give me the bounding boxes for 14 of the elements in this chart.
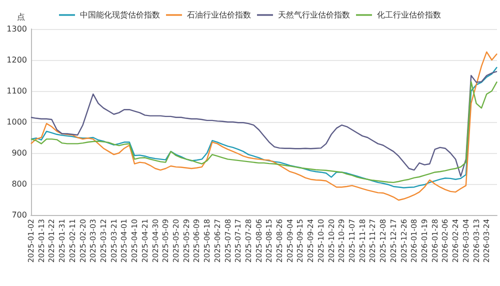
y-tick-label: 1300 xyxy=(6,24,27,34)
y-tick-label: 1100 xyxy=(6,86,27,96)
line-series xyxy=(30,81,498,184)
legend-label: 石油行业估价指数 xyxy=(187,10,251,20)
y-tick-label: 1000 xyxy=(6,118,27,126)
legend-label: 中国能化现货估价指数 xyxy=(80,10,160,20)
y-tick-label: 800 xyxy=(12,180,27,188)
line-series xyxy=(30,51,498,201)
y-tick-label: 700 xyxy=(12,210,27,220)
y-tick-label: 1200 xyxy=(6,56,27,64)
y-tick-label: 900 xyxy=(12,148,27,158)
legend-label: 化工行业估价指数 xyxy=(377,10,441,20)
y-axis-title: 点 xyxy=(17,12,25,22)
legend-label: 天然气行业估价指数 xyxy=(278,10,350,20)
